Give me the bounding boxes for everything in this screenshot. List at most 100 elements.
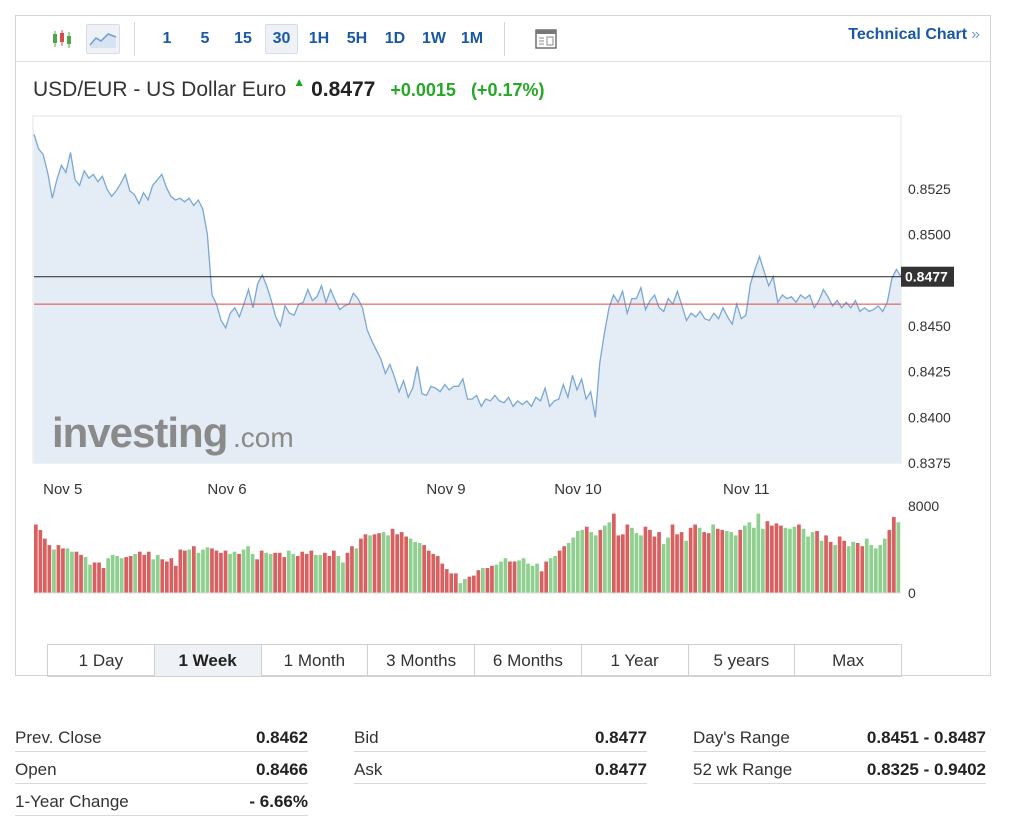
volume-bar xyxy=(666,537,670,593)
volume-bar xyxy=(738,529,743,593)
volume-bar xyxy=(526,563,530,593)
range-1-month[interactable]: 1 Month xyxy=(262,645,369,676)
technical-chart-link[interactable]: Technical Chart» xyxy=(848,26,980,44)
volume-bar xyxy=(657,532,661,593)
range-1-week[interactable]: 1 Week xyxy=(154,645,262,676)
volume-bar xyxy=(286,550,291,593)
range-6-months[interactable]: 6 Months xyxy=(475,645,582,676)
range-1-day[interactable]: 1 Day xyxy=(48,645,155,676)
stat-value: 0.8477 xyxy=(595,760,647,779)
volume-bar xyxy=(724,531,729,593)
interval-1h[interactable]: 1H xyxy=(308,30,330,47)
interval-1d[interactable]: 1D xyxy=(384,30,406,47)
price-area xyxy=(34,134,901,464)
volume-bar xyxy=(625,524,630,593)
volume-bar xyxy=(268,553,273,593)
range-3-months[interactable]: 3 Months xyxy=(368,645,475,676)
volume-bar xyxy=(661,544,666,593)
date-axis: Nov 5 Nov 6 Nov 9 Nov 10 Nov 11 xyxy=(43,481,769,498)
volume-bar xyxy=(440,563,445,593)
volume-bar xyxy=(246,546,250,593)
volume-bar xyxy=(824,535,828,593)
chevron-right-icon: » xyxy=(971,26,980,43)
volume-bar xyxy=(815,531,819,593)
volume-bar xyxy=(675,534,679,593)
y-tick-label: 0.8525 xyxy=(908,181,951,197)
range-max[interactable]: Max xyxy=(832,651,865,670)
volume-bar xyxy=(88,564,92,593)
volume-bar xyxy=(792,526,797,593)
interval-15[interactable]: 15 xyxy=(234,30,252,47)
volume-bar xyxy=(603,525,607,593)
volume-bar xyxy=(837,536,842,594)
volume-bar xyxy=(756,513,761,593)
volume-bar xyxy=(183,550,187,593)
price-chart[interactable]: investing .com 0.85250.85000.84500.84250… xyxy=(16,16,992,677)
volume-bar xyxy=(47,545,52,593)
volume-bar xyxy=(192,546,196,593)
stat-value: 0.8477 xyxy=(595,728,647,747)
interval-1[interactable]: 1 xyxy=(162,30,172,47)
stats-column-2: Bid 0.8477 Ask 0.8477 xyxy=(354,720,647,784)
stats-column-3: Day's Range 0.8451 - 0.8487 52 wk Range … xyxy=(693,720,986,784)
volume-bar xyxy=(223,550,228,593)
volume-bar xyxy=(160,559,165,593)
price-axis: 0.8525 0.8500 0.8450 0.8425 0.8400 0.8375 0.84… xyxy=(901,181,954,471)
price-change: +0.0015 xyxy=(390,80,456,100)
volume-bar xyxy=(472,575,476,593)
volume-bar xyxy=(363,534,368,593)
volume-bar xyxy=(607,522,612,593)
volume-bar xyxy=(612,513,616,593)
range-1-year[interactable]: 1 Year xyxy=(582,645,689,676)
y-tick-label: 0.8375 xyxy=(908,455,951,471)
interval-1m[interactable]: 1M xyxy=(460,30,484,47)
range-5-years[interactable]: 5 years xyxy=(689,645,796,676)
volume-bar xyxy=(521,558,526,593)
volume-bar xyxy=(169,558,174,593)
interval-30[interactable]: 30 xyxy=(265,24,298,54)
volume-bar xyxy=(810,532,815,593)
volume-bar xyxy=(277,552,282,593)
volume-bar xyxy=(43,538,47,593)
area-chart-icon[interactable] xyxy=(86,24,120,54)
stat-label: 52 wk Range xyxy=(693,760,793,779)
stat-value: 0.8466 xyxy=(256,760,308,779)
volume-bar xyxy=(214,550,219,593)
instrument-name: USD/EUR - US Dollar Euro xyxy=(33,78,287,101)
x-tick-label: Nov 10 xyxy=(554,481,602,498)
layout-icon[interactable] xyxy=(529,24,563,54)
volume-bar xyxy=(395,534,399,593)
volume-bar xyxy=(368,535,372,593)
price-line xyxy=(33,134,902,418)
volume-bar xyxy=(882,538,887,593)
volume-bar xyxy=(499,561,503,593)
up-arrow-icon: ▲ xyxy=(293,75,306,89)
volume-bar xyxy=(702,532,706,593)
volume-bar xyxy=(833,545,837,593)
volume-bar xyxy=(517,560,521,593)
volume-bar xyxy=(639,535,643,593)
volume-bar xyxy=(688,527,693,594)
volume-bar xyxy=(860,546,865,593)
volume-bar xyxy=(106,558,110,593)
watermark-suffix: .com xyxy=(233,422,294,453)
volume-bar xyxy=(386,535,390,593)
price-area-layer xyxy=(34,134,901,464)
interval-5h[interactable]: 5H xyxy=(346,30,368,47)
volume-bar xyxy=(589,532,594,593)
volume-bar xyxy=(566,543,571,593)
volume-bar xyxy=(544,561,548,593)
volume-bar xyxy=(97,562,101,593)
volume-bar xyxy=(864,538,869,593)
interval-5[interactable]: 5 xyxy=(200,30,210,47)
volume-bar xyxy=(259,550,264,593)
candlestick-icon[interactable] xyxy=(46,24,80,54)
volume-bar xyxy=(553,556,557,593)
current-price-label: 0.8477 xyxy=(905,269,948,285)
volume-bar xyxy=(481,568,485,593)
volume-bar xyxy=(137,551,142,593)
interval-1w[interactable]: 1W xyxy=(422,30,446,47)
volume-bar xyxy=(282,557,287,593)
reference-lines xyxy=(34,276,901,305)
volume-bar xyxy=(264,552,268,593)
